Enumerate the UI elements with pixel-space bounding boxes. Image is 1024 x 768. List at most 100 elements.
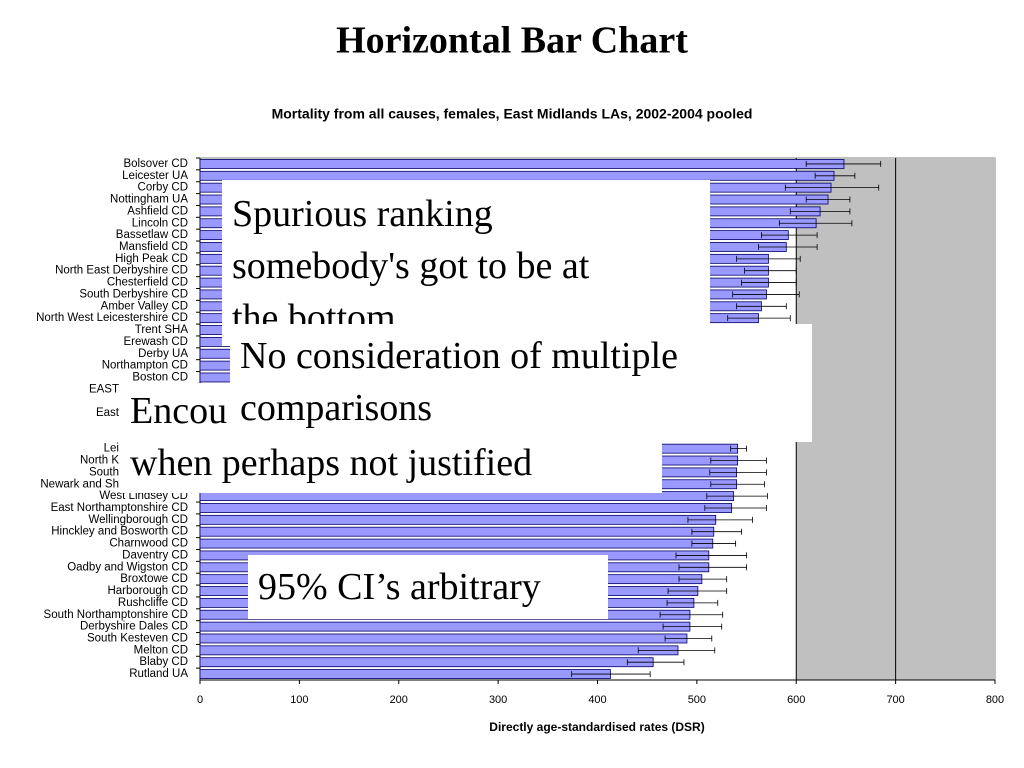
y-tick-label: Blaby CD xyxy=(139,656,188,668)
callout-line: Spurious ranking xyxy=(232,193,493,235)
y-tick-label: Northampton CD xyxy=(102,360,188,372)
y-tick-label: Bassetlaw CD xyxy=(116,229,188,241)
callout-line: when perhaps not justified xyxy=(130,442,533,484)
y-tick-label: Trent SHA xyxy=(135,324,189,336)
y-tick-label: Wellingborough CD xyxy=(88,514,188,526)
y-tick-label: Nottingham UA xyxy=(110,194,188,206)
callout-line: Encou xyxy=(130,390,228,432)
y-tick-label: Derbyshire Dales CD xyxy=(80,621,188,633)
error-bar xyxy=(662,623,723,630)
y-tick-label: East xyxy=(96,407,120,419)
error-bar xyxy=(758,243,818,250)
y-tick-label: EAST xyxy=(89,383,119,395)
y-tick-label: North West Leicestershire CD xyxy=(36,312,188,324)
y-tick-label: Erewash CD xyxy=(123,336,188,348)
error-bar xyxy=(778,220,853,227)
error-bar xyxy=(710,457,767,464)
bar xyxy=(199,669,611,679)
y-tick-label: Hinckley and Bosworth CD xyxy=(51,526,188,538)
y-tick-label: Lei xyxy=(104,443,119,455)
bar xyxy=(199,170,835,181)
x-tick-label: 100 xyxy=(290,694,308,706)
error-bar xyxy=(706,493,768,500)
x-tick-label: 300 xyxy=(489,694,507,706)
error-bar xyxy=(626,659,685,666)
y-tick-label: West Lindsey CD xyxy=(99,490,188,502)
error-bar xyxy=(805,196,851,203)
x-axis-label: Directly age-standardised rates (DSR) xyxy=(489,720,704,734)
error-bar xyxy=(691,540,737,547)
y-tick-label: East Northamptonshire CD xyxy=(51,502,188,514)
callout: No consideration of multiple comparisons xyxy=(230,324,812,442)
error-bar xyxy=(730,445,747,452)
y-tick-label: Chesterfield CD xyxy=(107,277,188,289)
y-tick-label: Newark and Sh xyxy=(40,478,119,490)
x-tick-label: 700 xyxy=(886,694,904,706)
y-tick-label: Rushcliffe CD xyxy=(118,597,188,609)
y-tick-label: Amber Valley CD xyxy=(101,300,188,312)
error-bar xyxy=(709,469,767,476)
error-bar xyxy=(784,184,880,191)
slide-title: Horizontal Bar Chart xyxy=(336,20,688,62)
y-tick-label: North K xyxy=(80,455,119,467)
error-bar xyxy=(761,232,818,239)
error-bar xyxy=(664,635,713,642)
callout-line: No consideration of multiple xyxy=(240,335,678,377)
error-bar xyxy=(691,528,742,535)
y-tick-label: Lincoln CD xyxy=(132,217,188,229)
y-tick-label: Bolsover CD xyxy=(123,158,188,170)
error-bar xyxy=(637,647,716,654)
y-tick-label: Corby CD xyxy=(138,182,188,194)
y-tick-label: South Kesteven CD xyxy=(87,633,188,645)
callout: 95% CI’s arbitrary xyxy=(248,555,608,619)
bar xyxy=(199,538,714,549)
error-bar xyxy=(667,588,728,595)
error-bar xyxy=(687,516,753,523)
x-tick-label: 200 xyxy=(390,694,408,706)
y-tick-label: Daventry CD xyxy=(122,549,188,561)
y-tick-label: Charnwood CD xyxy=(109,538,188,550)
y-tick-label: Harborough CD xyxy=(107,585,188,597)
bar xyxy=(199,526,715,537)
x-tick-label: 800 xyxy=(986,694,1004,706)
bar xyxy=(199,503,733,513)
y-tick-label: Derby UA xyxy=(138,348,188,360)
bar xyxy=(199,159,845,169)
error-bar xyxy=(736,303,787,310)
y-tick-label: Rutland UA xyxy=(129,668,188,680)
bar xyxy=(199,514,717,525)
y-tick-label: South xyxy=(89,466,119,478)
error-bar xyxy=(789,208,851,215)
bar xyxy=(199,633,688,644)
callout-line: 95% CI’s arbitrary xyxy=(258,566,541,608)
error-bar xyxy=(675,552,747,559)
error-bar xyxy=(744,267,797,274)
x-tick-label: 400 xyxy=(588,694,606,706)
y-tick-label: Broxtowe CD xyxy=(120,573,188,585)
error-bar xyxy=(727,315,791,322)
bar xyxy=(199,645,679,656)
chart-title: Mortality from all causes, females, East… xyxy=(272,106,753,122)
y-tick-label: North East Derbyshire CD xyxy=(55,265,188,277)
x-tick-label: 0 xyxy=(197,694,203,706)
y-tick-label: Mansfield CD xyxy=(119,241,188,253)
error-bar xyxy=(571,671,651,678)
error-bar xyxy=(736,255,801,262)
x-tick-label: 600 xyxy=(787,694,805,706)
error-bar xyxy=(741,279,797,286)
y-tick-label: Oadby and Wigston CD xyxy=(67,561,188,573)
x-tick-label: 500 xyxy=(688,694,706,706)
callout: Spurious ranking somebody's got to be at t… xyxy=(222,180,710,346)
error-bar xyxy=(704,504,767,511)
bar xyxy=(199,657,654,668)
error-bar xyxy=(732,291,800,298)
y-tick-label: Ashfield CD xyxy=(127,205,188,217)
y-tick-label: Leicester UA xyxy=(122,170,188,182)
error-bar xyxy=(710,481,765,488)
error-bar xyxy=(659,611,724,618)
y-tick-label: High Peak CD xyxy=(115,253,188,265)
error-bar xyxy=(666,599,719,606)
y-tick-label: Boston CD xyxy=(132,372,188,384)
error-bar xyxy=(678,564,747,571)
